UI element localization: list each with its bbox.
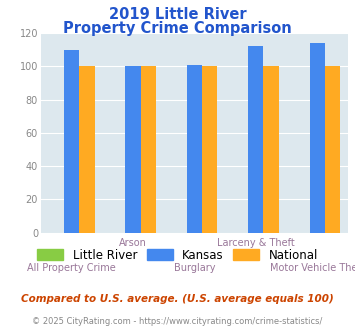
Bar: [141, 66, 156, 233]
Legend: Little River, Kansas, National: Little River, Kansas, National: [32, 244, 323, 266]
Text: Motor Vehicle Theft: Motor Vehicle Theft: [270, 263, 355, 273]
Text: Property Crime Comparison: Property Crime Comparison: [63, 21, 292, 36]
Bar: [125, 66, 141, 233]
Bar: [263, 66, 279, 233]
Bar: [325, 66, 340, 233]
Bar: [248, 46, 263, 233]
Text: Compared to U.S. average. (U.S. average equals 100): Compared to U.S. average. (U.S. average …: [21, 294, 334, 304]
Text: Burglary: Burglary: [174, 263, 215, 273]
Bar: [79, 66, 94, 233]
Bar: [64, 50, 79, 233]
Bar: [187, 65, 202, 233]
Text: 2019 Little River: 2019 Little River: [109, 7, 246, 22]
Text: All Property Crime: All Property Crime: [27, 263, 116, 273]
Bar: [202, 66, 217, 233]
Text: © 2025 CityRating.com - https://www.cityrating.com/crime-statistics/: © 2025 CityRating.com - https://www.city…: [32, 317, 323, 326]
Bar: [310, 43, 325, 233]
